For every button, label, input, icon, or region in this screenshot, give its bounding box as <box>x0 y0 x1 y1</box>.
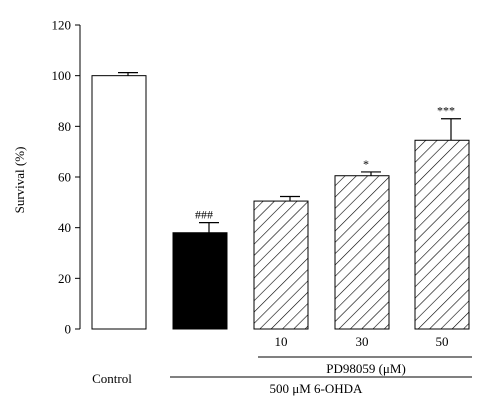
y-tick-label: 120 <box>52 18 72 33</box>
y-tick-label: 60 <box>58 170 71 185</box>
y-axis: 0 20 40 60 80 100 120 <box>52 18 81 337</box>
y-tick-label: 100 <box>52 68 72 83</box>
control-label: Control <box>92 371 132 386</box>
bar <box>334 175 390 330</box>
x-grouping: 10 30 50 PD98059 (μM) 500 μM 6-OHDA Cont… <box>92 334 472 396</box>
bars: ###**** <box>91 72 470 330</box>
bar <box>172 232 228 330</box>
significance-label: *** <box>437 104 455 118</box>
y-tick-label: 40 <box>58 220 71 235</box>
dose-label-30: 30 <box>356 334 369 349</box>
significance-label: ### <box>195 208 213 222</box>
dose-label-10: 10 <box>275 334 288 349</box>
y-axis-label: Survival (%) <box>12 147 27 214</box>
y-tick-label: 0 <box>65 322 72 337</box>
treatment-label: PD98059 (μM) <box>326 361 406 376</box>
bar <box>414 139 470 330</box>
y-tick-label: 80 <box>58 119 71 134</box>
significance-label: * <box>363 157 369 171</box>
dose-label-50: 50 <box>436 334 449 349</box>
bar <box>253 200 309 330</box>
bar <box>91 75 147 330</box>
y-tick-label: 20 <box>58 271 71 286</box>
group-label: 500 μM 6-OHDA <box>270 381 364 396</box>
